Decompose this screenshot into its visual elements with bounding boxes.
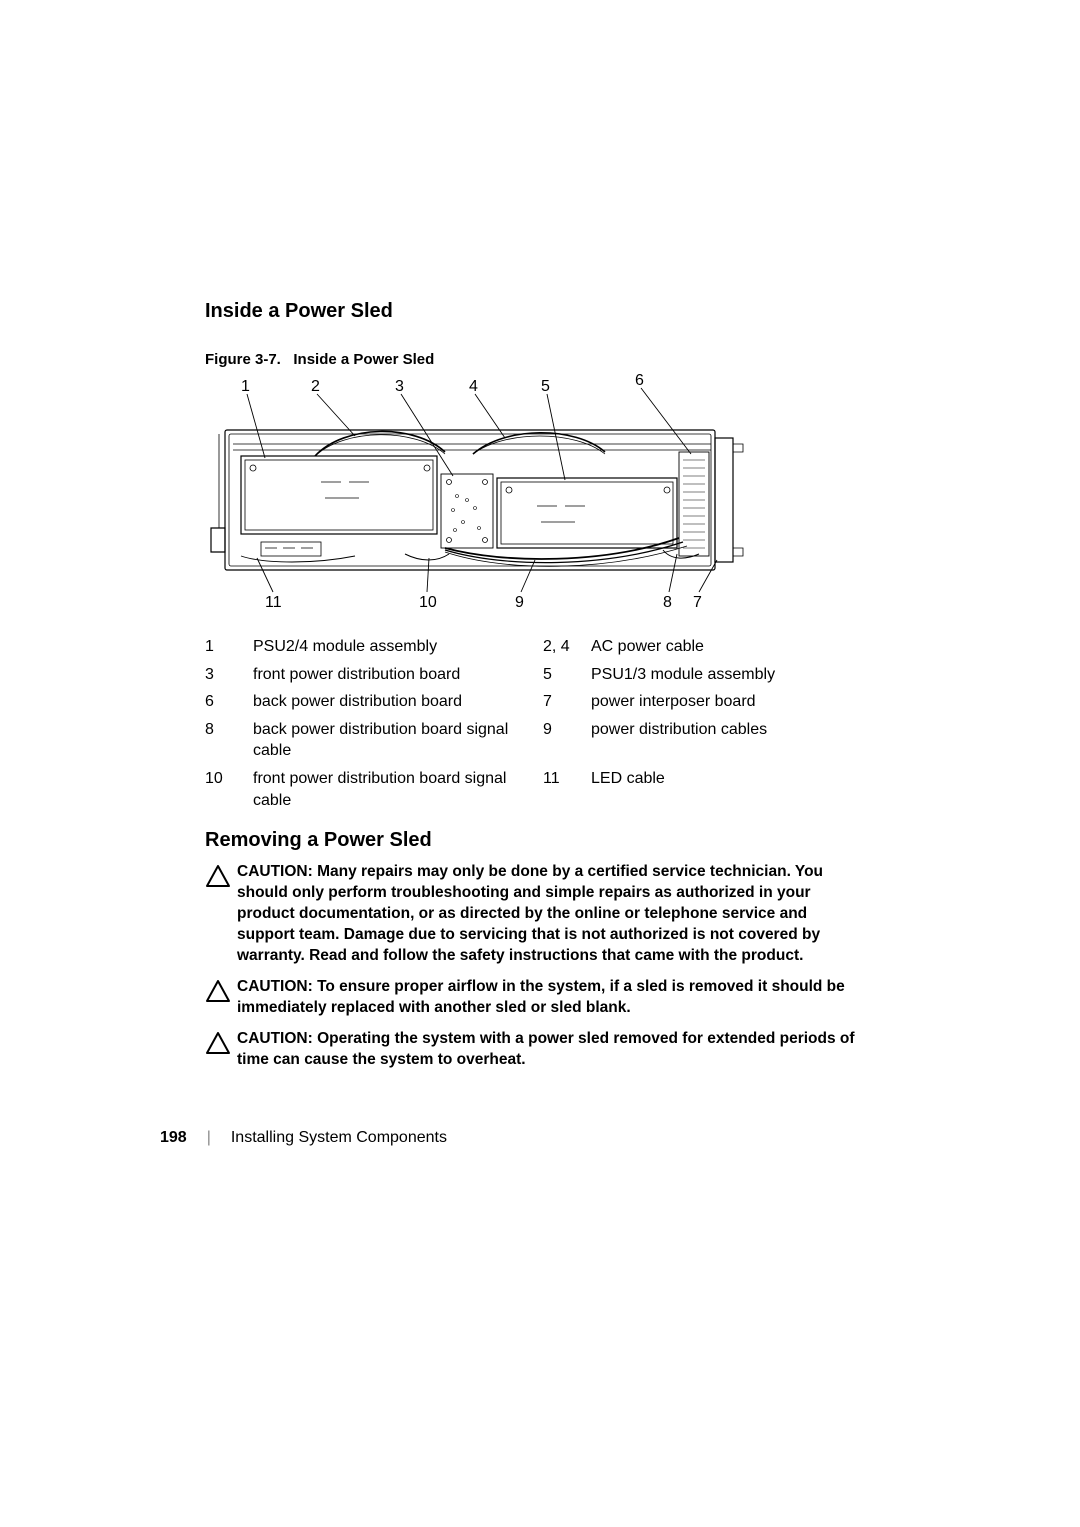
caution-icon bbox=[205, 977, 237, 1003]
section-heading: Inside a Power Sled bbox=[205, 300, 870, 323]
callout-10: 10 bbox=[419, 594, 437, 612]
caution-block: CAUTION: To ensure proper airflow in the… bbox=[205, 977, 865, 1019]
callout-8: 8 bbox=[663, 594, 672, 612]
legend-desc: back power distribution board signal cab… bbox=[253, 719, 543, 762]
caution-block: CAUTION: Many repairs may only be done b… bbox=[205, 862, 865, 967]
footer-separator: | bbox=[207, 1129, 211, 1147]
page-number: 198 bbox=[160, 1129, 187, 1147]
legend-num: 1 bbox=[205, 636, 253, 658]
legend-row: 6 back power distribution board 7 power … bbox=[205, 691, 865, 713]
figure-diagram: 1 2 3 4 5 6 7 8 9 10 11 bbox=[205, 378, 865, 618]
caution-lead: CAUTION: bbox=[237, 978, 317, 995]
legend-desc: PSU2/4 module assembly bbox=[253, 636, 543, 658]
callout-1: 1 bbox=[241, 378, 250, 396]
legend-num: 6 bbox=[205, 691, 253, 713]
chapter-title: Installing System Components bbox=[231, 1129, 447, 1147]
callout-6: 6 bbox=[635, 372, 644, 390]
legend-desc: front power distribution board signal ca… bbox=[253, 768, 543, 811]
caution-body: To ensure proper airflow in the system, … bbox=[237, 978, 845, 1016]
legend-num: 9 bbox=[543, 719, 591, 762]
callout-9: 9 bbox=[515, 594, 524, 612]
callout-11: 11 bbox=[265, 594, 282, 612]
legend-row: 3 front power distribution board 5 PSU1/… bbox=[205, 664, 865, 686]
caution-block: CAUTION: Operating the system with a pow… bbox=[205, 1029, 865, 1071]
legend-row: 8 back power distribution board signal c… bbox=[205, 719, 865, 762]
figure-caption-prefix: Figure 3-7. bbox=[205, 351, 281, 368]
figure-caption: Figure 3-7. Inside a Power Sled bbox=[205, 351, 870, 368]
caution-lead: CAUTION: bbox=[237, 863, 317, 880]
subsection-heading: Removing a Power Sled bbox=[205, 829, 870, 852]
legend-num: 8 bbox=[205, 719, 253, 762]
caution-text: CAUTION: Many repairs may only be done b… bbox=[237, 862, 865, 967]
legend-desc: AC power cable bbox=[591, 636, 865, 658]
caution-text: CAUTION: To ensure proper airflow in the… bbox=[237, 977, 865, 1019]
legend-num: 10 bbox=[205, 768, 253, 811]
legend-num: 11 bbox=[543, 768, 591, 811]
legend-num: 3 bbox=[205, 664, 253, 686]
legend-num: 2, 4 bbox=[543, 636, 591, 658]
callout-4: 4 bbox=[469, 378, 478, 396]
legend-num: 5 bbox=[543, 664, 591, 686]
figure-legend: 1 PSU2/4 module assembly 2, 4 AC power c… bbox=[205, 636, 865, 811]
legend-desc: power distribution cables bbox=[591, 719, 865, 762]
legend-desc: PSU1/3 module assembly bbox=[591, 664, 865, 686]
legend-desc: power interposer board bbox=[591, 691, 865, 713]
power-sled-svg bbox=[205, 378, 865, 618]
page-footer: 198 | Installing System Components bbox=[160, 1129, 447, 1147]
legend-row: 1 PSU2/4 module assembly 2, 4 AC power c… bbox=[205, 636, 865, 658]
legend-desc: LED cable bbox=[591, 768, 865, 811]
legend-num: 7 bbox=[543, 691, 591, 713]
figure-caption-title: Inside a Power Sled bbox=[293, 351, 434, 368]
legend-desc: front power distribution board bbox=[253, 664, 543, 686]
caution-body: Operating the system with a power sled r… bbox=[237, 1030, 855, 1068]
legend-row: 10 front power distribution board signal… bbox=[205, 768, 865, 811]
document-page: Inside a Power Sled Figure 3-7. Inside a… bbox=[0, 0, 1080, 1527]
caution-icon bbox=[205, 1029, 237, 1055]
caution-lead: CAUTION: bbox=[237, 1030, 317, 1047]
caution-icon bbox=[205, 862, 237, 888]
callout-5: 5 bbox=[541, 378, 550, 396]
caution-text: CAUTION: Operating the system with a pow… bbox=[237, 1029, 865, 1071]
callout-7: 7 bbox=[693, 594, 702, 612]
callout-2: 2 bbox=[311, 378, 320, 396]
legend-desc: back power distribution board bbox=[253, 691, 543, 713]
caution-body: Many repairs may only be done by a certi… bbox=[237, 863, 823, 964]
callout-3: 3 bbox=[395, 378, 404, 396]
